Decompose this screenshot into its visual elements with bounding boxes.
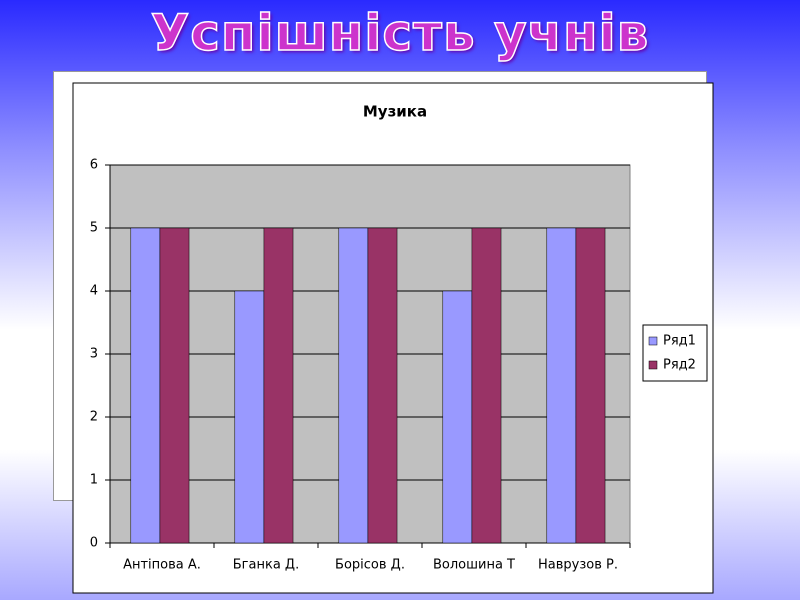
legend-label: Ряд1 [663,334,696,349]
y-tick-label: 2 [90,410,98,425]
bar [367,227,398,544]
legend-label: Ряд2 [663,358,696,373]
chart-title: Музика [363,103,427,121]
x-tick-label: Волошина Т [433,558,515,573]
y-tick-label: 4 [90,284,98,299]
x-tick-label: Антіпова А. [123,558,201,573]
bar [546,227,577,544]
bar [159,227,190,544]
legend-swatch [648,360,658,370]
bar [442,290,473,544]
y-tick-label: 5 [90,221,98,236]
x-tick-label: Борісов Д. [335,558,405,573]
y-tick-label: 0 [90,536,98,551]
y-tick-label: 1 [90,473,98,488]
legend-swatch [648,336,658,346]
y-tick-label: 3 [90,347,98,362]
bar [575,227,606,544]
bar [338,227,369,544]
bar [130,227,161,544]
x-tick-label: Наврузов Р. [538,558,618,573]
y-tick-label: 6 [90,158,98,173]
bar [234,290,265,544]
x-tick-label: Бганка Д. [233,558,299,573]
bar [263,227,294,544]
legend-box [642,324,708,382]
bar [471,227,502,544]
slide-title: Успішність учнів [150,3,650,63]
